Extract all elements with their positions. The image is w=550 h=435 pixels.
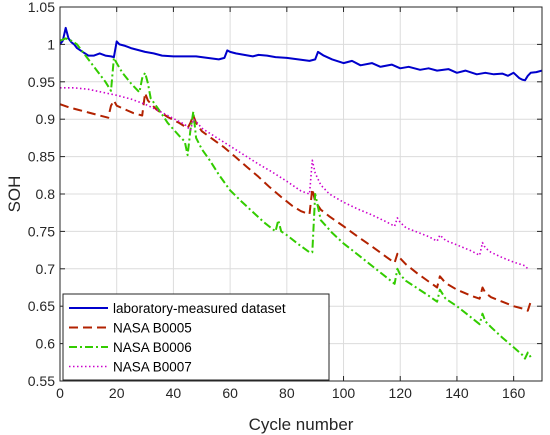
y-tick-label: 0.55: [28, 373, 55, 389]
series-line-0: [60, 26, 542, 82]
y-tick-label: 1: [47, 36, 55, 52]
x-tick-label: 140: [445, 385, 469, 401]
y-tick-label: 0.9: [36, 111, 56, 127]
plot-area: [60, 26, 542, 360]
x-tick-label: 160: [502, 385, 526, 401]
x-axis-title: Cycle number: [249, 415, 354, 434]
x-tick-label: 120: [389, 385, 413, 401]
y-tick-label: 0.95: [28, 74, 55, 90]
x-tick-label: 20: [109, 385, 125, 401]
x-tick-label: 40: [166, 385, 182, 401]
y-tick-label: 0.8: [36, 186, 56, 202]
series-line-1: [60, 92, 532, 312]
y-tick-label: 0.85: [28, 149, 55, 165]
legend: laboratory-measured dataset NASA B0005 NAS…: [62, 293, 330, 381]
axis-ticks: 0 20 40 60 80 100 120 140 160 0.55 0.6 0.65 0.7 0.75 0…: [28, 0, 542, 401]
legend-label-2: NASA B0006: [113, 340, 192, 355]
y-tick-label: 0.75: [28, 223, 55, 239]
x-tick-label: 0: [56, 385, 64, 401]
x-tick-label: 100: [332, 385, 356, 401]
y-tick-label: 1.05: [28, 0, 55, 15]
legend-label-0: laboratory-measured dataset: [113, 301, 286, 316]
x-tick-label: 80: [279, 385, 295, 401]
y-axis-title: SOH: [5, 176, 24, 213]
y-tick-label: 0.7: [36, 261, 56, 277]
y-tick-label: 0.6: [36, 336, 56, 352]
series-line-2: [60, 37, 532, 360]
x-tick-label: 60: [222, 385, 238, 401]
legend-label-3: NASA B0007: [113, 360, 192, 375]
y-tick-label: 0.65: [28, 298, 55, 314]
legend-label-1: NASA B0005: [113, 321, 192, 336]
